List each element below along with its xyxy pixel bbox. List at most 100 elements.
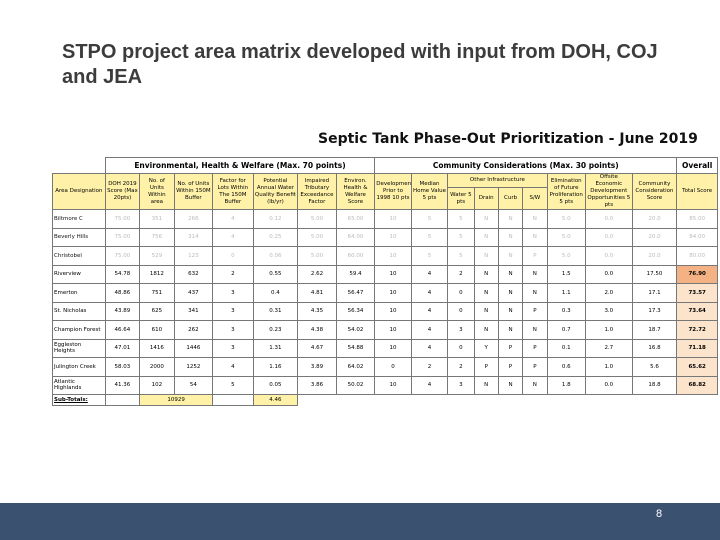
group-row: Environmental, Health & Welfare (Max. 70… bbox=[52, 157, 718, 174]
cell: 4 bbox=[212, 357, 254, 377]
blank-cell bbox=[52, 157, 106, 174]
area-name: Eggleston Heights bbox=[52, 338, 106, 358]
column-header: Potential Annual Water Quality Benefit (… bbox=[252, 173, 299, 210]
cell: 0.0 bbox=[585, 209, 633, 229]
cell: 1.16 bbox=[252, 357, 299, 377]
cell: 5.00 bbox=[297, 227, 337, 247]
cell: 1.0 bbox=[585, 357, 633, 377]
cell: 2 bbox=[447, 264, 475, 284]
cell: 10 bbox=[374, 283, 412, 303]
cell: 5 bbox=[447, 227, 475, 247]
cell: 17.50 bbox=[631, 264, 678, 284]
cell: N bbox=[497, 227, 524, 247]
cell: 756 bbox=[139, 227, 175, 247]
table-row: Beverly Hills 75.00 756 314 4 0.25 5.00 64.00 10… bbox=[52, 227, 718, 247]
cell: 59.4 bbox=[335, 264, 376, 284]
cell: 0.06 bbox=[252, 246, 299, 266]
cell: 0 bbox=[212, 246, 254, 266]
cell: N bbox=[497, 301, 524, 321]
cell: 3 bbox=[212, 320, 254, 340]
cell: 76.90 bbox=[676, 264, 718, 284]
cell bbox=[212, 394, 254, 406]
cell: 10 bbox=[374, 375, 412, 395]
cell: 10 bbox=[374, 338, 412, 358]
cell: 4.67 bbox=[297, 338, 337, 358]
cell: 5 bbox=[447, 246, 475, 266]
cell: 75.00 bbox=[104, 246, 141, 266]
cell: 625 bbox=[139, 301, 175, 321]
subtotal-label: Sub-Totals: bbox=[52, 394, 106, 406]
cell: 16.8 bbox=[631, 338, 678, 358]
cell: 0.05 bbox=[252, 375, 299, 395]
area-name: Christobel bbox=[52, 246, 106, 266]
cell: 610 bbox=[139, 320, 175, 340]
cell: 54.02 bbox=[335, 320, 376, 340]
cell: 262 bbox=[173, 320, 214, 340]
cell: 1252 bbox=[173, 357, 214, 377]
table-title: Septic Tank Phase-Out Prioritization - J… bbox=[318, 131, 698, 147]
cell: N bbox=[497, 246, 524, 266]
cell: 4.81 bbox=[297, 283, 337, 303]
cell: 3 bbox=[212, 338, 254, 358]
header-row: Water 5 pts Drain Curb S/W bbox=[53, 187, 718, 210]
cell: 3 bbox=[212, 301, 254, 321]
cell: 5 bbox=[410, 209, 449, 229]
cell: 4 bbox=[212, 209, 254, 229]
slide-title: STPO project area matrix developed with … bbox=[62, 41, 658, 88]
cell: 10 bbox=[374, 320, 412, 340]
cell: 0.31 bbox=[252, 301, 299, 321]
cell: 0.4 bbox=[252, 283, 299, 303]
cell: 437 bbox=[173, 283, 214, 303]
subtotal-units: 10929 bbox=[139, 394, 214, 406]
cell: 0.0 bbox=[585, 246, 633, 266]
cell: 0.1 bbox=[546, 338, 587, 358]
cell: 84.00 bbox=[676, 227, 718, 247]
cell: N bbox=[473, 301, 499, 321]
cell: 4 bbox=[410, 283, 449, 303]
cell: 3 bbox=[447, 375, 475, 395]
cell: 632 bbox=[173, 264, 214, 284]
cell: 1.31 bbox=[252, 338, 299, 358]
area-name: Emerton bbox=[52, 283, 106, 303]
column-header: No. of Units Within 150M Buffer bbox=[173, 173, 214, 210]
cell: 1.8 bbox=[546, 375, 587, 395]
cell: 0.12 bbox=[252, 209, 299, 229]
cell: 17.1 bbox=[631, 283, 678, 303]
cell: 20.0 bbox=[631, 209, 678, 229]
cell: 10 bbox=[374, 227, 412, 247]
cell: 1.1 bbox=[546, 283, 587, 303]
cell: 123 bbox=[173, 246, 214, 266]
cell: 65.62 bbox=[676, 357, 718, 377]
cell: N bbox=[473, 283, 499, 303]
cell: Y bbox=[473, 338, 499, 358]
header-row: Area Designation DOH 2019 Score (Max 20pt… bbox=[52, 173, 718, 210]
cell: N bbox=[473, 264, 499, 284]
cell: N bbox=[522, 320, 548, 340]
column-header: Factor for Lots Within The 150M Buffer bbox=[212, 173, 254, 210]
table-row: Julington Creek 58.03 2000 1252 4 1.16 3.89 64.… bbox=[52, 357, 718, 377]
cell: N bbox=[497, 283, 524, 303]
cell: 5.6 bbox=[631, 357, 678, 377]
cell: 54.78 bbox=[104, 264, 141, 284]
matrix-table: Environmental, Health & Welfare (Max. 70… bbox=[52, 157, 718, 406]
column-header: Offsite Economic Development Opportuniti… bbox=[585, 173, 633, 210]
cell: 3 bbox=[212, 283, 254, 303]
column-header: Total Score bbox=[676, 173, 718, 210]
area-name: Julington Creek bbox=[52, 357, 106, 377]
cell: N bbox=[522, 283, 548, 303]
cell: 65.00 bbox=[335, 209, 376, 229]
table-row: Riverview 54.78 1812 632 2 0.55 2.62 59.4 10 4 2 N N… bbox=[52, 264, 718, 284]
cell: 68.82 bbox=[676, 375, 718, 395]
cell: N bbox=[473, 375, 499, 395]
column-header: Median Home Value 5 pts bbox=[410, 173, 449, 210]
cell: 75.00 bbox=[104, 209, 141, 229]
area-name: Riverview bbox=[52, 264, 106, 284]
table-row: St. Nicholas 43.89 625 341 3 0.31 4.35 56.34 10 4… bbox=[52, 301, 718, 321]
cell: 56.34 bbox=[335, 301, 376, 321]
column-header: Impaired Tributary Exceedance Factor bbox=[297, 173, 337, 210]
cell: 20.0 bbox=[631, 227, 678, 247]
cell: 1416 bbox=[139, 338, 175, 358]
cell: 72.72 bbox=[676, 320, 718, 340]
cell: 5 bbox=[447, 209, 475, 229]
